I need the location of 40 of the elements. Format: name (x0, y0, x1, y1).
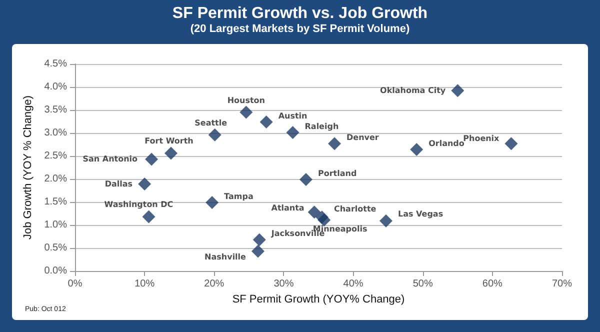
y-tick-label: 0.5% (44, 242, 68, 254)
annotation: Tampa (224, 192, 254, 201)
y-tick-label: 2.0% (44, 174, 68, 184)
annotation: Orlando (428, 139, 465, 148)
annotation: Denver (346, 133, 379, 142)
x-tick-label: 60% (482, 278, 503, 290)
annotation: Fort Worth (144, 136, 194, 146)
chart-subtitle: (20 Largest Markets by SF Permit Volume) (189, 23, 411, 35)
x-tick-label: 40% (343, 278, 364, 290)
annotation: San Antonio (82, 154, 138, 164)
x-tick-label: 10% (134, 278, 155, 290)
annotation: Portland (318, 168, 357, 178)
annotation: Charlotte (334, 204, 377, 214)
annotation: Washington DC (104, 200, 174, 210)
y-tick-label: 4.0% (44, 82, 68, 92)
y-tick-label: 3.5% (44, 104, 68, 116)
y-tick-label: 2.5% (44, 150, 68, 162)
y-tick-label: 1.0% (44, 220, 68, 230)
y-tick-label: 3.0% (44, 128, 68, 138)
annotation: Raleigh (304, 122, 339, 132)
x-tick-label: 20% (204, 278, 224, 290)
x-axis-title: SF Permit Growth (YOY% Change) (232, 293, 405, 306)
x-tick-label: 50% (412, 278, 433, 290)
y-tick-label: 0.0% (44, 266, 68, 276)
annotation: Houston (227, 96, 266, 105)
y-axis-title: Job Growth (YOY % Change) (22, 95, 34, 240)
y-tick-label: 4.5% (44, 58, 68, 70)
annotation: Nashville (204, 252, 247, 262)
chart-title: SF Permit Growth vs. Job Growth (171, 5, 429, 23)
annotation: Atlanta (271, 204, 304, 213)
annotation: Dallas (104, 180, 133, 189)
x-tick-label: 30% (274, 278, 294, 290)
annotation: Austin (278, 111, 308, 120)
annotation: Phoenix (463, 134, 500, 144)
annotation: Oklahoma City (380, 86, 446, 96)
x-tick-label: 0% (68, 278, 82, 290)
x-tick-label: 70% (552, 278, 572, 290)
y-tick-label: 1.5% (44, 196, 68, 208)
annotation: Seattle (194, 118, 228, 128)
annotation: Las Vegas (398, 209, 444, 218)
